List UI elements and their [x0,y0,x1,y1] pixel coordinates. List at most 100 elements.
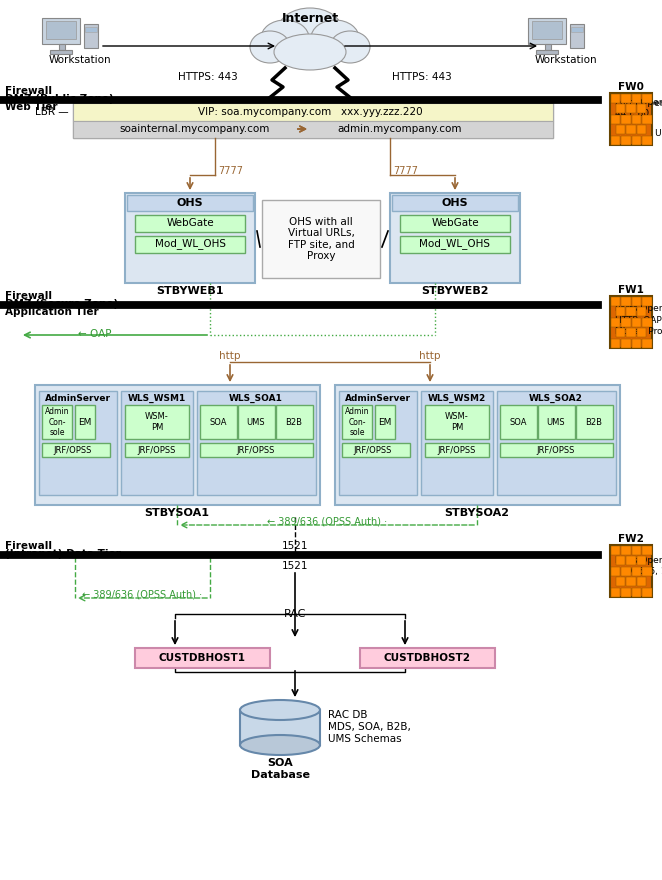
Bar [135,648,270,668]
Bar [42,443,110,457]
Text: STBYSOA2: STBYSOA2 [444,508,510,518]
Text: WLS_WSM1: WLS_WSM1 [128,393,186,402]
Bar [642,114,651,124]
Bar [616,307,625,316]
Bar [390,193,520,283]
Bar [621,94,630,103]
Bar [610,114,620,124]
Bar [610,318,620,326]
Text: http: http [419,351,441,361]
Ellipse shape [274,34,346,70]
Text: ← OAP: ← OAP [78,329,112,339]
Text: WLS_WSM2: WLS_WSM2 [428,393,486,402]
Text: Internet: Internet [281,11,338,25]
Text: WLS_SOA1: WLS_SOA1 [229,393,283,402]
Bar [632,94,641,103]
Bar [616,556,625,565]
Bar [632,114,641,124]
Text: HTTPS: 443: HTTPS: 443 [392,72,452,82]
Bar [528,18,566,44]
Text: http: http [219,351,241,361]
Text: Firewall: Firewall [5,541,52,551]
Bar [642,339,651,348]
Text: (Intranet) Data Tier: (Intranet) Data Tier [5,549,120,559]
Bar [610,339,620,348]
Bar [570,24,584,48]
Bar [632,567,641,576]
Text: OHS with all
Virtual URLs,
FTP site, and
Proxy: OHS with all Virtual URLs, FTP site, and… [287,216,354,261]
Bar [616,105,625,114]
Text: SOA: SOA [509,417,527,427]
Bar [538,405,575,439]
Bar [400,215,510,232]
Text: OHS: OHS [442,198,468,208]
Bar [610,545,652,597]
Ellipse shape [240,735,320,755]
Text: JRF/OPSS: JRF/OPSS [537,445,575,454]
Bar [545,44,551,50]
Bar [500,443,613,457]
Bar [121,391,193,495]
Text: RAC: RAC [284,609,307,619]
Text: CUSTDBHOST2: CUSTDBHOST2 [383,653,471,663]
Bar [642,94,651,103]
Text: 1521: 1521 [282,561,308,571]
Bar [85,27,97,32]
Ellipse shape [330,31,370,63]
Bar [610,567,620,576]
Text: DMZ (Secure Zone): DMZ (Secure Zone) [5,299,118,309]
Text: JRF/OPSS: JRF/OPSS [438,445,476,454]
Bar [342,405,372,439]
Text: RAC DB
MDS, SOA, B2B,
UMS Schemas: RAC DB MDS, SOA, B2B, UMS Schemas [328,710,411,744]
Text: HTTPS: 443: HTTPS: 443 [178,72,238,82]
Bar [616,328,625,337]
Bar [392,195,518,211]
Bar [497,391,616,495]
Text: B2B: B2B [585,417,602,427]
Bar [0,302,600,307]
Bar [571,27,583,32]
Bar [421,391,493,495]
Bar [637,307,646,316]
Bar [626,125,636,134]
Text: Ports Open:
443, 80: Ports Open: 443, 80 [616,99,662,119]
Bar [621,114,630,124]
Bar [642,297,651,306]
Bar [626,556,636,565]
Bar [42,18,80,44]
Text: Ports Open:
HTTP, OAP, opmn,
Mbean Proxy: Ports Open: HTTP, OAP, opmn, Mbean Proxy [615,304,662,336]
Text: JRF/OPSS: JRF/OPSS [54,445,92,454]
Bar [632,339,641,348]
Ellipse shape [311,20,359,56]
Bar [576,405,613,439]
Text: Admin
Con-
sole: Admin Con- sole [45,407,70,436]
Text: NAT'd
Intranet URL's: NAT'd Intranet URL's [616,118,662,137]
Text: JRF/OPSS: JRF/OPSS [354,445,392,454]
Bar [536,50,558,54]
Text: FW1: FW1 [618,285,644,295]
Text: STBYWEB2: STBYWEB2 [421,286,489,296]
Bar [621,588,630,597]
Text: Ports Open:
443, 80: Ports Open: 443, 80 [615,99,662,118]
Text: SOA: SOA [209,417,227,427]
Bar [632,546,641,555]
Bar [616,577,625,586]
Text: JRF/OPSS: JRF/OPSS [138,445,176,454]
Text: FW2: FW2 [618,534,644,544]
Ellipse shape [240,700,320,720]
Bar [339,391,417,495]
Text: VIP: soa.mycompany.com   xxx.yyy.zzz.220: VIP: soa.mycompany.com xxx.yyy.zzz.220 [198,107,422,117]
Bar [616,125,625,134]
Bar [610,136,620,144]
Bar [75,405,95,439]
Bar [135,215,245,232]
Bar [35,385,320,505]
Text: 7777: 7777 [218,166,243,176]
Text: Workstation: Workstation [49,55,111,65]
Text: Web Tier: Web Tier [5,102,58,112]
Ellipse shape [250,31,290,63]
Text: WSM-
PM: WSM- PM [445,413,469,432]
Bar [642,318,651,326]
Bar [626,105,636,114]
Text: ← 389/636 (OPSS Auth) ·: ← 389/636 (OPSS Auth) · [267,516,387,526]
